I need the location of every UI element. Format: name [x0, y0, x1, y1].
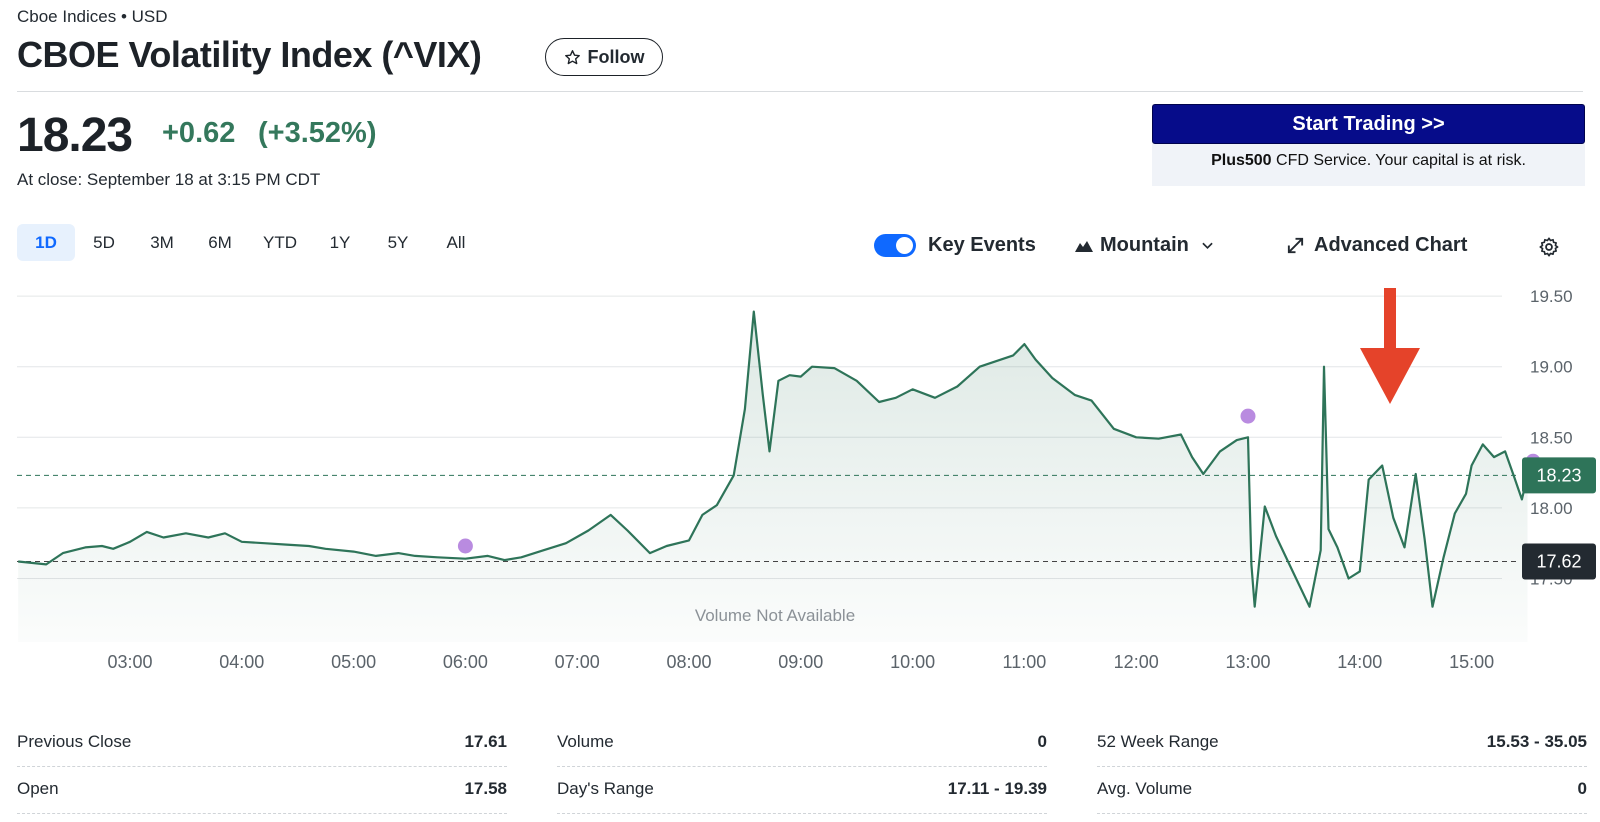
stat-value: 17.11 - 19.39	[947, 778, 1047, 798]
volume-note: Volume Not Available	[695, 606, 855, 625]
ad-disclaimer: Plus500 CFD Service. Your capital is at …	[1152, 152, 1585, 170]
chart-type-label: Mountain	[1100, 234, 1189, 256]
stat-row: 52 Week Range 15.53 - 35.05	[1097, 720, 1587, 767]
x-tick-label: 09:00	[778, 652, 823, 672]
toggle-switch[interactable]	[874, 234, 916, 257]
x-tick-label: 07:00	[555, 652, 600, 672]
price-area	[18, 311, 1528, 642]
current-price-badge	[1522, 457, 1596, 494]
stat-row: Open 17.58	[17, 767, 507, 814]
stat-row: Day's Range 17.11 - 19.39	[557, 767, 1047, 814]
x-tick-label: 15:00	[1449, 652, 1494, 672]
x-tick-label: 14:00	[1337, 652, 1382, 672]
stat-label: Open	[17, 778, 59, 798]
range-tab-5y[interactable]: 5Y	[387, 232, 409, 252]
range-tab-1d[interactable]: 1D	[17, 224, 75, 261]
x-tick-label: 10:00	[890, 652, 935, 672]
stats-column: Volume 0 Day's Range 17.11 - 19.39	[557, 720, 1047, 814]
expand-icon	[1287, 237, 1304, 254]
stat-label: Volume	[557, 731, 614, 751]
stat-value: 0	[1577, 778, 1587, 798]
stat-label: 52 Week Range	[1097, 731, 1219, 751]
price-line	[18, 310, 1529, 608]
chevron-down-icon	[1202, 242, 1213, 249]
chart-type-dropdown[interactable]: Mountain	[1075, 234, 1213, 257]
stat-row: Previous Close 17.61	[17, 720, 507, 767]
stat-row: Volume 0	[557, 720, 1047, 767]
gear-icon[interactable]	[1538, 236, 1560, 258]
current-price: 18.23	[17, 109, 133, 162]
stat-value: 15.53 - 35.05	[1486, 731, 1587, 751]
x-tick-label: 05:00	[331, 652, 376, 672]
range-tab-all[interactable]: All	[446, 232, 466, 252]
annotation-arrow-head	[1360, 348, 1420, 404]
key-event-dot[interactable]	[1240, 408, 1256, 424]
x-tick-label: 03:00	[107, 652, 152, 672]
y-tick-label: 18.00	[1530, 499, 1573, 518]
stat-label: Avg. Volume	[1097, 778, 1193, 798]
mountain-icon	[1075, 240, 1093, 252]
page-title: CBOE Volatility Index (^VIX)	[17, 34, 482, 75]
price-chart[interactable]: 19.5019.0018.5018.0017.5018.2317.6203:00…	[0, 270, 1600, 690]
x-tick-label: 06:00	[443, 652, 488, 672]
market-close-time: At close: September 18 at 3:15 PM CDT	[17, 170, 321, 189]
key-events-label: Key Events	[928, 234, 1036, 256]
key-events-toggle[interactable]: Key Events	[874, 234, 1036, 257]
stat-row: Avg. Volume 0	[1097, 767, 1587, 814]
x-tick-label: 04:00	[219, 652, 264, 672]
stats-column: Previous Close 17.61 Open 17.58	[17, 720, 507, 814]
previous-close-badge-label: 17.62	[1536, 552, 1581, 572]
range-tab-3m[interactable]: 3M	[150, 232, 174, 252]
advanced-chart-button[interactable]: Advanced Chart	[1286, 234, 1467, 257]
price-change-percent: (+3.52%)	[258, 117, 377, 149]
price-change: +0.62	[162, 117, 236, 149]
follow-label: Follow	[587, 46, 645, 67]
x-tick-label: 11:00	[1003, 652, 1047, 672]
x-tick-label: 08:00	[666, 652, 711, 672]
stat-label: Day's Range	[557, 778, 654, 798]
start-trading-button[interactable]: Start Trading >>	[1152, 104, 1585, 144]
ad-text: CFD Service. Your capital is at risk.	[1271, 152, 1526, 169]
stat-value: 17.58	[464, 778, 507, 798]
y-tick-label: 19.50	[1530, 287, 1573, 306]
star-icon	[564, 49, 580, 64]
stats-column: 52 Week Range 15.53 - 35.05 Avg. Volume 0	[1097, 720, 1587, 814]
x-tick-label: 13:00	[1225, 652, 1270, 672]
key-event-dot[interactable]	[457, 538, 473, 554]
range-tab-ytd[interactable]: YTD	[263, 232, 297, 252]
stat-label: Previous Close	[17, 731, 132, 751]
annotation-arrow-shaft	[1384, 288, 1396, 350]
header-divider	[17, 91, 1583, 92]
range-tab-1y[interactable]: 1Y	[329, 232, 351, 252]
stat-value: 0	[1037, 731, 1047, 751]
range-tabs: 1D 5D 3M 6M YTD 1Y 5Y All	[17, 224, 485, 261]
y-tick-label: 19.00	[1530, 358, 1573, 377]
ad-banner: Start Trading >> Plus500 CFD Service. Yo…	[1152, 104, 1585, 186]
advanced-chart-label: Advanced Chart	[1314, 234, 1468, 256]
follow-button[interactable]: Follow	[545, 38, 663, 76]
current-price-badge-label: 18.23	[1536, 465, 1581, 485]
toggle-knob	[896, 237, 913, 254]
ad-brand: Plus500	[1211, 152, 1272, 169]
range-tab-6m[interactable]: 6M	[208, 232, 232, 252]
y-tick-label: 18.50	[1530, 428, 1573, 447]
range-tab-5d[interactable]: 5D	[93, 232, 115, 252]
previous-close-badge	[1522, 543, 1596, 580]
exchange-label: Cboe Indices • USD	[17, 7, 168, 26]
x-tick-label: 12:00	[1114, 652, 1159, 672]
stat-value: 17.61	[464, 731, 507, 751]
